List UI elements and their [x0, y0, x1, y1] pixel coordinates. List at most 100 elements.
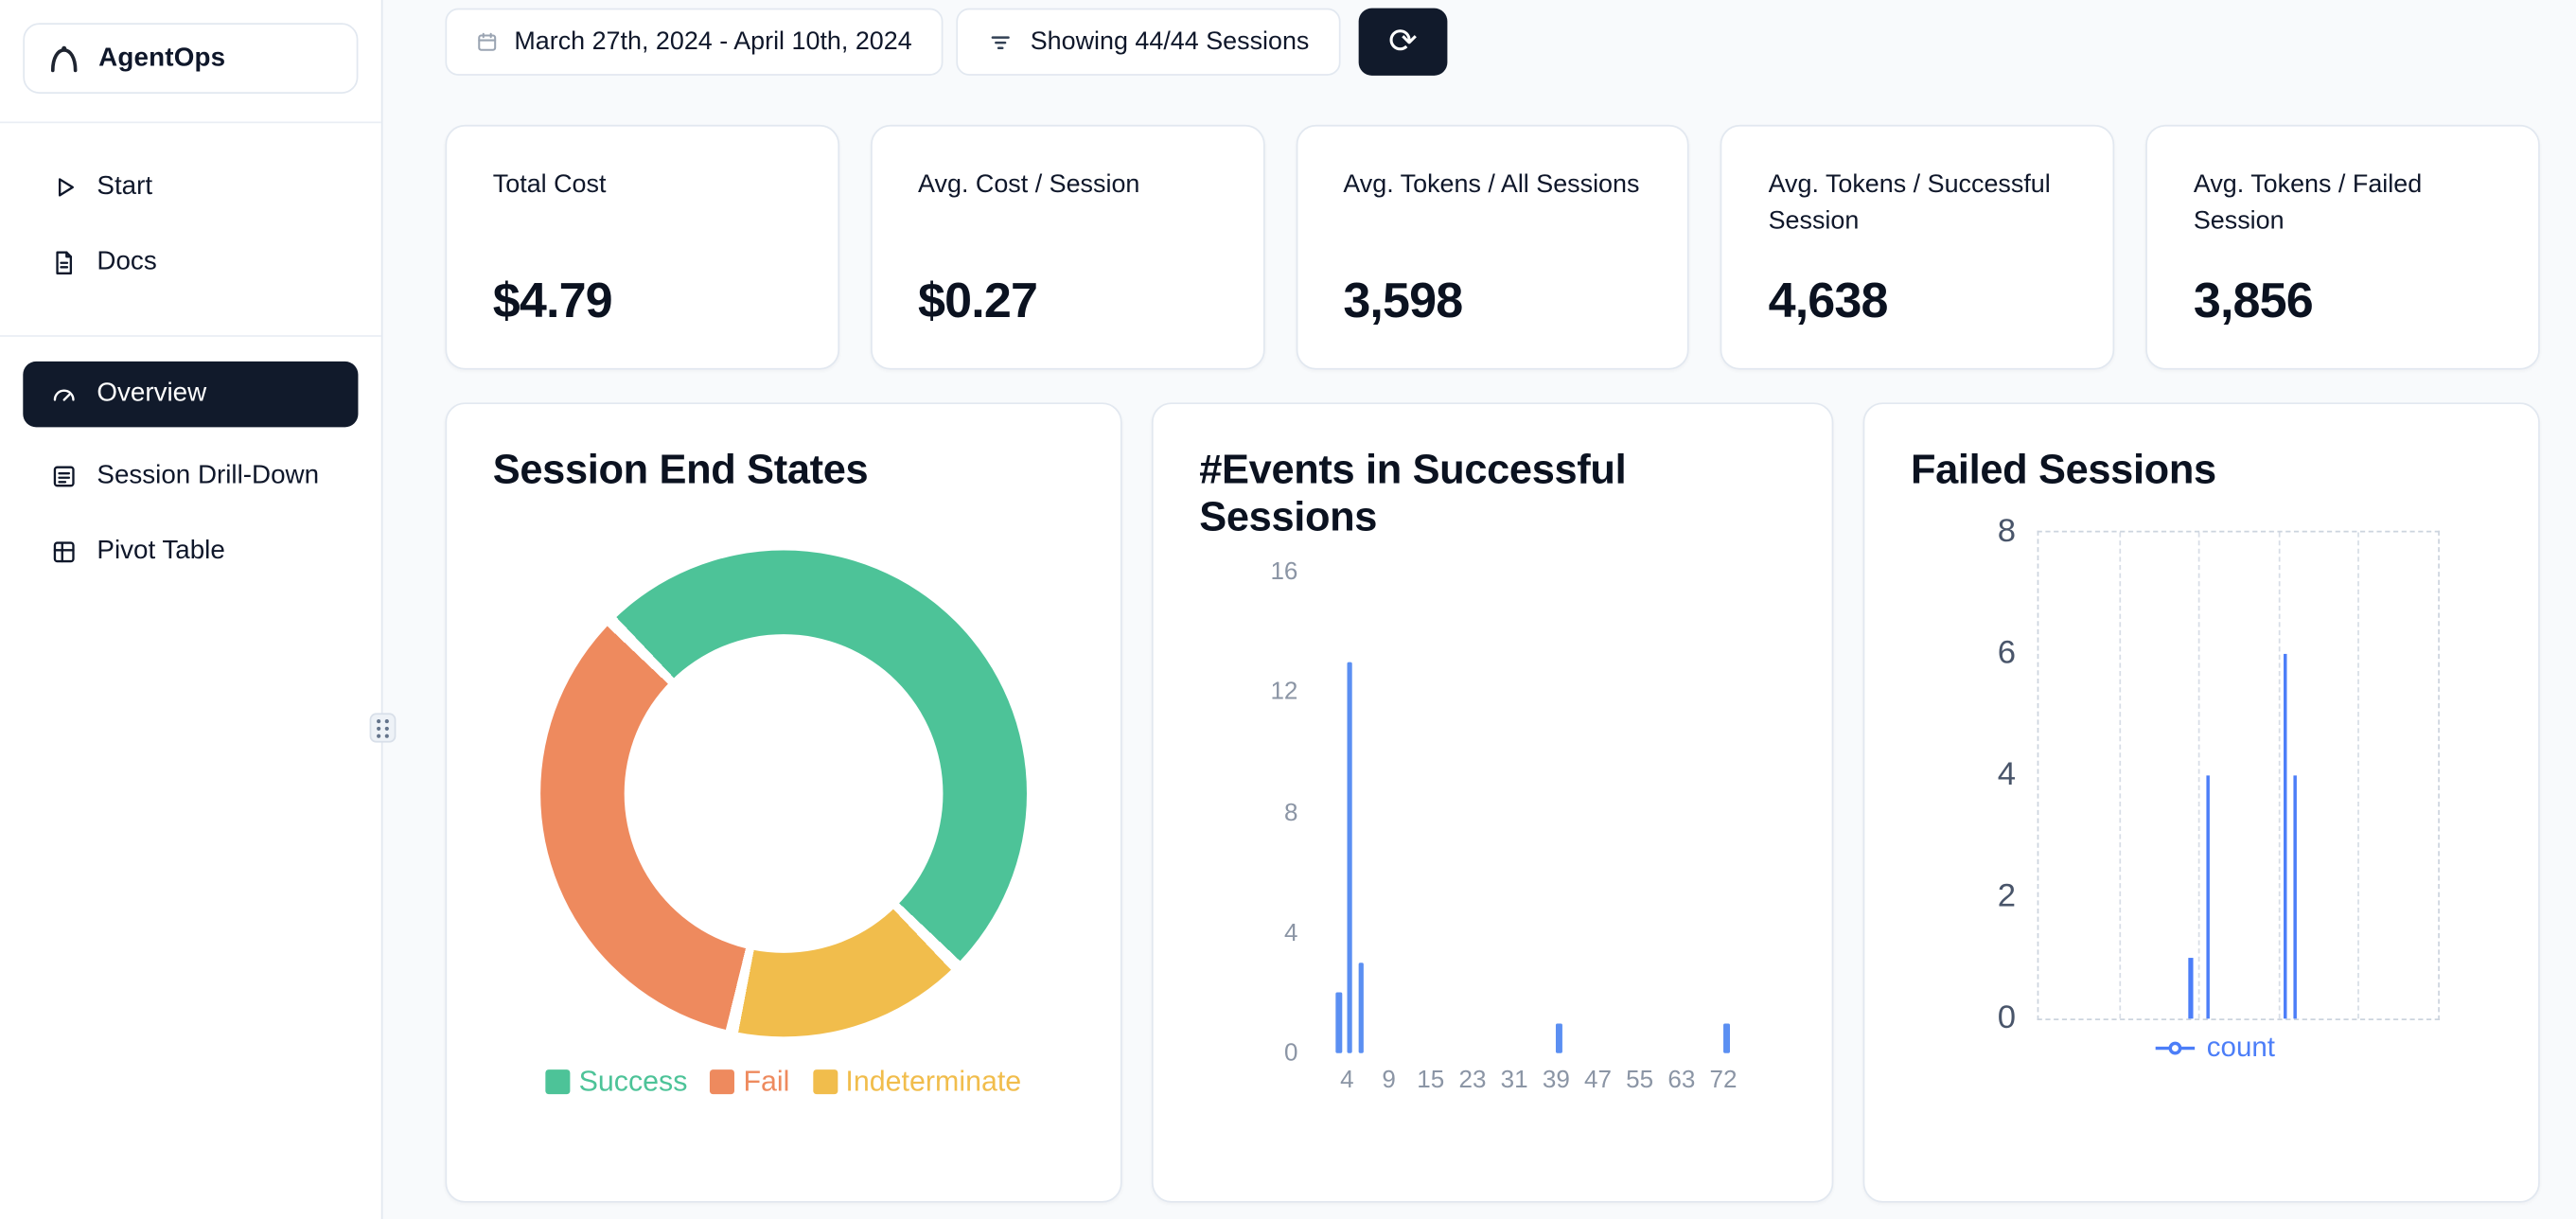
gridline	[2278, 532, 2281, 1019]
y-axis-label: 4	[1997, 756, 2017, 793]
sidebar-item-start[interactable]: Start	[0, 150, 381, 225]
topbar: March 27th, 2024 - April 10th, 2024 Show…	[445, 8, 2539, 76]
y-axis-label: 6	[1997, 634, 2017, 672]
stat-card-avg-tokens-successful-session: Avg. Tokens / Successful Session 4,638	[1720, 124, 2115, 370]
chart-title: Failed Sessions	[1910, 447, 2216, 493]
sidebar-nav-main: Overview Session Drill-Down Pivot Table	[0, 337, 381, 590]
gridline	[2118, 532, 2121, 1019]
gridline	[2357, 532, 2360, 1019]
stat-label: Avg. Tokens / Successful Session	[1768, 170, 2051, 237]
x-axis-label: 9	[1382, 1066, 1396, 1095]
count-spike	[2188, 958, 2193, 1019]
legend-item-success: Success	[545, 1064, 688, 1099]
stat-value: $4.79	[492, 274, 613, 329]
sidebar-item-label: Pivot Table	[97, 537, 225, 566]
session-end-states-card: Session End States Success Fail Indetermin…	[445, 402, 1122, 1203]
sidebar-item-label: Docs	[97, 248, 157, 276]
legend-item-fail: Fail	[710, 1064, 790, 1099]
stat-card-total-cost: Total Cost $4.79	[445, 124, 839, 370]
bar	[1357, 963, 1364, 1053]
sidebar-item-overview[interactable]: Overview	[23, 361, 359, 428]
stat-value: $0.27	[918, 274, 1038, 329]
y-axis-label: 8	[1283, 798, 1298, 827]
y-axis-label: 16	[1270, 557, 1298, 586]
sidebar-divider	[0, 121, 381, 124]
sidebar-item-label: Overview	[97, 380, 207, 408]
y-axis-label: 4	[1283, 918, 1298, 947]
sidebar-item-label: Session Drill-Down	[97, 461, 320, 490]
legend-label: Indeterminate	[845, 1064, 1022, 1098]
stat-value: 4,638	[1768, 274, 1889, 329]
x-axis-label: 47	[1584, 1066, 1612, 1095]
stat-value: 3,856	[2193, 274, 2314, 329]
x-axis-label: 39	[1542, 1066, 1570, 1095]
failed-sessions-chart: 0 2 4 6 8	[1998, 513, 2440, 1036]
x-axis-label: 63	[1667, 1066, 1696, 1095]
document-icon	[49, 248, 79, 277]
x-axis-label: 72	[1709, 1066, 1738, 1095]
sidebar-item-session-drill-down[interactable]: Session Drill-Down	[0, 439, 381, 515]
count-spike	[2293, 775, 2298, 1019]
grip-dots-icon	[377, 718, 389, 737]
x-axis-label: 55	[1626, 1066, 1654, 1095]
donut-legend: Success Fail Indeterminate	[493, 1065, 1075, 1099]
date-range-button[interactable]: March 27th, 2024 - April 10th, 2024	[445, 8, 944, 76]
legend-swatch	[545, 1069, 571, 1095]
session-end-states-donut-chart	[540, 550, 1027, 1037]
x-axis-label: 31	[1500, 1066, 1528, 1095]
sidebar: AgentOps Start Docs Overview Session Drill…	[0, 0, 383, 1219]
agentops-logo-icon	[46, 41, 82, 77]
sidebar-item-label: Start	[97, 172, 153, 201]
legend-swatch	[710, 1069, 735, 1095]
gauge-icon	[49, 380, 79, 409]
sessions-filter-label: Showing 44/44 Sessions	[1030, 26, 1310, 56]
stat-card-avg-cost-session: Avg. Cost / Session $0.27	[870, 124, 1264, 370]
legend-label: Success	[578, 1064, 688, 1098]
stat-card-avg-tokens-all-sessions: Avg. Tokens / All Sessions 3,598	[1295, 124, 1690, 370]
stat-label: Total Cost	[492, 170, 607, 200]
y-axis-label: 8	[1997, 513, 2017, 550]
app-title: AgentOps	[98, 44, 226, 72]
gridline	[2198, 532, 2200, 1019]
filter-icon	[988, 28, 1015, 55]
events-bar-chart: 0 4 8 12 16 4 9 15 23 31 39 47 55 63 72	[1270, 557, 1786, 1094]
sessions-filter-button[interactable]: Showing 44/44 Sessions	[956, 8, 1341, 76]
stat-label: Avg. Cost / Session	[918, 170, 1140, 200]
sidebar-nav-top: Start Docs	[0, 150, 381, 301]
count-legend-label: count	[2206, 1032, 2275, 1064]
y-axis-label: 0	[1997, 999, 2017, 1036]
y-axis-label: 0	[1283, 1039, 1298, 1068]
bar	[1347, 662, 1353, 1053]
sidebar-item-pivot-table[interactable]: Pivot Table	[0, 514, 381, 590]
stat-card-avg-tokens-failed-session: Avg. Tokens / Failed Session 3,856	[2145, 124, 2540, 370]
bar	[1336, 993, 1343, 1053]
calendar-icon	[476, 31, 498, 53]
count-spike	[2283, 653, 2287, 1019]
stat-label: Avg. Tokens / All Sessions	[1343, 170, 1640, 200]
refresh-icon: ⟳	[1388, 23, 1418, 62]
sidebar-item-docs[interactable]: Docs	[0, 225, 381, 301]
count-spike	[2205, 775, 2211, 1019]
stat-label: Avg. Tokens / Failed Session	[2193, 170, 2423, 237]
legend-swatch	[812, 1069, 838, 1095]
charts-row: Session End States Success Fail Indetermin…	[445, 402, 2540, 1203]
x-axis-label: 23	[1458, 1066, 1487, 1095]
x-axis-label: 15	[1417, 1066, 1445, 1095]
sidebar-divider	[0, 335, 381, 337]
legend-label: Fail	[743, 1064, 790, 1098]
chart-title: Session End States	[492, 447, 869, 493]
chart-title: #Events in Successful Sessions	[1199, 447, 1627, 541]
events-in-successful-sessions-card: #Events in Successful Sessions 0 4 8 12 16 4 9…	[1151, 402, 1834, 1203]
failed-sessions-card: Failed Sessions 0 2 4 6 8 count	[1862, 402, 2540, 1203]
stat-value: 3,598	[1343, 274, 1463, 329]
y-axis-label: 12	[1270, 678, 1298, 707]
bar	[1556, 1022, 1562, 1053]
logo[interactable]: AgentOps	[23, 23, 359, 94]
refresh-button[interactable]: ⟳	[1358, 8, 1448, 76]
list-detail-icon	[49, 462, 79, 491]
sidebar-resize-handle[interactable]	[369, 713, 397, 743]
date-range-label: March 27th, 2024 - April 10th, 2024	[514, 26, 912, 56]
main-content: March 27th, 2024 - April 10th, 2024 Show…	[382, 0, 2576, 1219]
y-axis-label: 2	[1997, 877, 2017, 915]
